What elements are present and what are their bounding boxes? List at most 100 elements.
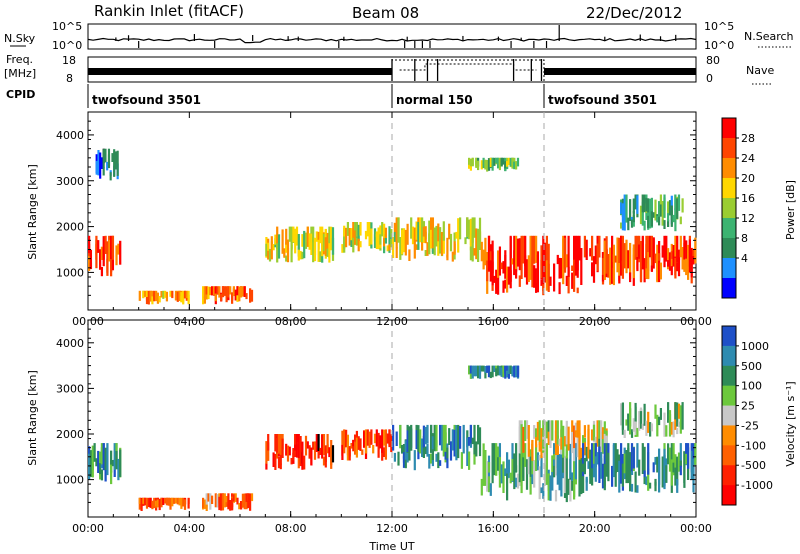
echo-cell [437,230,440,256]
echo-cell [462,424,465,454]
echo-cell [480,478,483,496]
echo-cell [346,442,350,456]
echo-cell [102,167,105,176]
echo-cell [679,235,682,258]
echo-cell [421,217,424,243]
echo-cell [647,263,650,279]
echo-cell [111,460,115,467]
echo-cell [203,296,207,304]
echo-cell [658,201,661,217]
echo-cell [486,461,489,492]
echo-cell [383,246,386,254]
echo-cell [507,266,511,285]
echo-cell [468,437,471,446]
echo-cell [381,222,384,237]
echo-cell [119,449,122,477]
echo-cell [236,295,239,302]
echo-cell [650,265,654,272]
echo-cell [104,447,107,470]
echo-cell [592,443,596,464]
echo-cell [473,447,476,465]
y-tick-label: 3000 [56,382,84,395]
echo-cell [401,445,404,454]
echo-cell [486,260,489,282]
echo-cell [601,427,605,439]
echo-cell [591,443,594,469]
echo-cell [430,424,433,453]
time-xlabel: Time UT [368,540,414,553]
echo-cell [625,194,628,223]
echo-cell [97,150,100,176]
echo-cell [603,254,606,280]
echo-cell [153,293,156,302]
echo-cell [672,462,675,473]
freq-band [544,68,696,75]
echo-cell [355,236,359,246]
echo-cell [459,217,462,240]
echo-cell [88,235,91,254]
echo-cell [683,235,686,260]
x-tick-label: 00:00 [72,522,104,535]
colorbar-tick-label: 1000 [741,340,769,353]
echo-cell [270,236,273,260]
echo-cell [426,424,429,444]
echo-cell [522,235,525,264]
echo-cell [560,465,563,497]
echo-cell [433,424,436,452]
echo-cell [448,428,451,445]
echo-cell [95,235,98,269]
echo-cell [677,194,681,211]
echo-cell [469,369,473,379]
echo-cell [308,445,311,459]
echo-cell [623,243,626,269]
echo-cell [645,235,648,269]
echo-cell [571,272,574,289]
echo-cell [455,432,458,461]
echo-cell [611,235,614,263]
echo-cell [574,443,578,480]
echo-cell [524,235,527,278]
echo-cell [145,297,149,305]
echo-cell [240,502,243,509]
echo-cell [565,254,568,268]
echo-cell [649,235,652,258]
echo-cell [625,450,628,484]
colorbar-tick-label: 4 [741,252,748,265]
x-tick-label: 00:00 [680,522,712,535]
colorbar-tick-label: 500 [741,360,762,373]
echo-cell [377,443,380,450]
echo-cell [587,461,590,469]
echo-cell [495,443,498,476]
echo-cell [623,453,626,474]
echo-cell [321,434,324,459]
echo-cell [477,424,480,445]
echo-cell [591,262,594,277]
echo-cell [627,413,630,423]
echo-cell [598,438,601,454]
echo-cell [401,229,404,255]
echo-cell [556,254,559,265]
echo-cell [422,425,426,448]
echo-cell [630,429,634,438]
nave-dotted-trace [391,59,545,81]
echo-cell [155,500,158,507]
station-title: Rankin Inlet (fitACF) [94,2,244,20]
echo-cell [558,257,561,279]
echo-cell [165,291,169,302]
echo-cell [511,157,514,166]
echo-cell [182,497,185,507]
echo-cell [551,455,554,479]
echo-cell [326,434,329,452]
echo-cell [596,243,599,272]
colorbar-tick-label: 100 [741,380,762,393]
echo-cell [91,445,94,478]
echo-cell [578,420,581,442]
echo-cell [164,497,167,504]
echo-cell [506,161,509,167]
echo-cell [658,273,661,283]
y-tick-label: 2000 [56,428,84,441]
echo-cell [324,237,327,256]
echo-cell [578,432,581,460]
echo-cell [650,423,654,432]
echo-cell [390,239,393,248]
